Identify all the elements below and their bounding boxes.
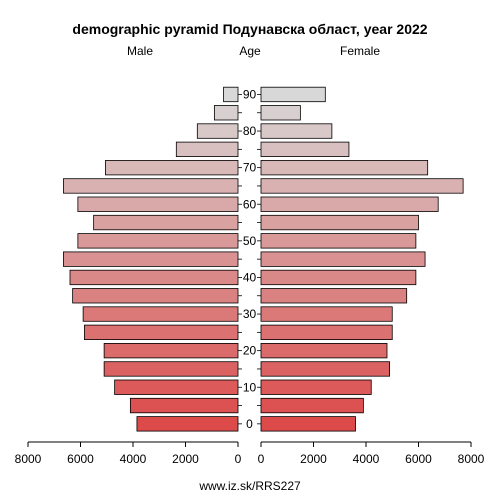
male-bar-75-79 — [175, 141, 239, 158]
female-bar-70-74 — [260, 159, 429, 176]
male-x-tick-label: 4000 — [120, 452, 147, 466]
female-x-tick-label: 8000 — [458, 452, 485, 466]
male-bar-20-24 — [103, 342, 239, 359]
female-bar-65-69 — [260, 178, 464, 194]
age-tick-label: 0 — [246, 417, 253, 431]
age-tick-label: 20 — [243, 344, 257, 358]
age-tick-label: 80 — [243, 124, 257, 138]
female-bar-40-44 — [260, 269, 417, 286]
male-bar-25-29 — [84, 324, 239, 341]
male-bar-10-14 — [114, 379, 239, 395]
male-bar-0-4 — [136, 416, 239, 432]
male-bar-55-59 — [93, 214, 239, 231]
female-bar-35-39 — [260, 288, 408, 304]
age-tick-label: 10 — [243, 380, 257, 394]
source-footer: www.iz.sk/RRS227 — [198, 479, 301, 493]
male-bar-85-89 — [213, 105, 239, 121]
female-bar-45-49 — [260, 251, 426, 267]
age-tick-label: 40 — [243, 270, 257, 284]
female-bar-0-4 — [260, 416, 356, 432]
male-bar-30-34 — [82, 306, 239, 322]
male-bar-15-19 — [103, 361, 239, 377]
female-x-tick-label: 4000 — [353, 452, 380, 466]
age-tick-label: 90 — [243, 87, 257, 101]
age-tick-label: 30 — [243, 307, 257, 321]
male-bar-65-69 — [63, 178, 239, 194]
female-bar-85-89 — [260, 105, 301, 121]
female-bar-50-54 — [260, 233, 417, 249]
female-bar-10-14 — [260, 379, 372, 395]
bars-group — [63, 86, 464, 432]
male-bar-60-64 — [77, 196, 239, 212]
female-x-tick-label: 2000 — [300, 452, 327, 466]
male-bar-35-39 — [72, 288, 239, 304]
female-x-tick-label: 0 — [258, 452, 265, 466]
male-bar-90+ — [223, 86, 239, 103]
female-bar-15-19 — [260, 361, 391, 377]
axes-group: 0 10 20 30 40 50 60 70 80 90 8000 6000 4000 2000 0 0 200… — [15, 87, 485, 466]
female-bar-75-79 — [260, 141, 350, 158]
age-tick-label: 50 — [243, 234, 257, 248]
female-bar-5-9 — [260, 397, 364, 414]
male-bar-50-54 — [77, 233, 239, 249]
male-x-tick-label: 6000 — [67, 452, 94, 466]
age-tick-label: 70 — [243, 161, 257, 175]
age-header: Age — [239, 44, 261, 58]
female-header: Female — [340, 44, 380, 58]
male-bar-5-9 — [129, 397, 239, 414]
male-x-tick-label: 0 — [235, 452, 242, 466]
female-bar-25-29 — [260, 324, 393, 341]
chart-title: demographic pyramid Подунавска област, y… — [72, 21, 427, 37]
male-header: Male — [127, 44, 153, 58]
male-bar-80-84 — [196, 123, 239, 139]
male-bar-70-74 — [105, 159, 239, 176]
female-bar-20-24 — [260, 342, 388, 359]
male-bar-45-49 — [63, 251, 239, 267]
female-bar-55-59 — [260, 214, 419, 231]
female-x-tick-label: 6000 — [405, 452, 432, 466]
female-bar-60-64 — [260, 196, 439, 212]
male-bar-40-44 — [69, 269, 239, 286]
female-bar-90+ — [260, 86, 326, 103]
male-x-tick-label: 2000 — [172, 452, 199, 466]
age-tick-label: 60 — [243, 197, 257, 211]
male-x-tick-label: 8000 — [15, 452, 42, 466]
female-bar-30-34 — [260, 306, 393, 322]
female-bar-80-84 — [260, 123, 333, 139]
